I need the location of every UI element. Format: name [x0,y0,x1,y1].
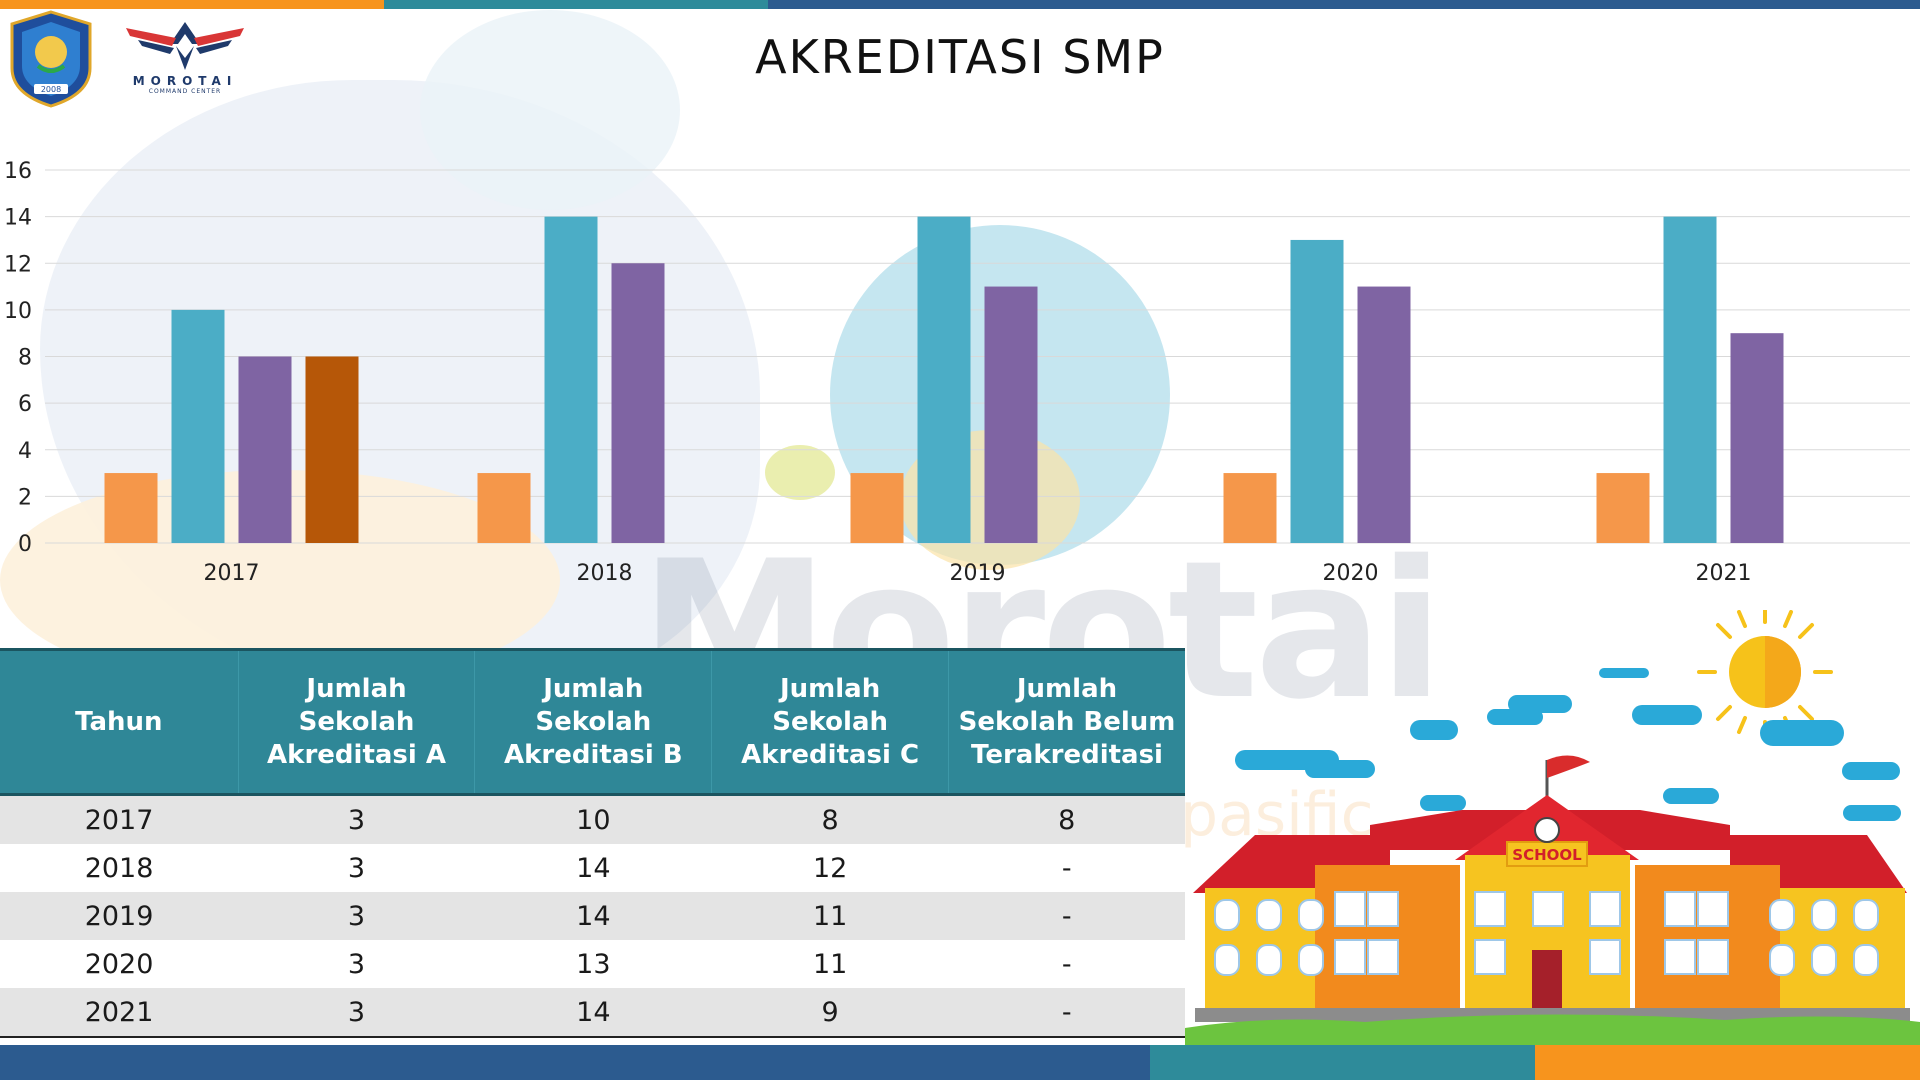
x-tick-label: 2017 [204,561,260,586]
y-tick-label: 0 [18,532,32,557]
door-icon [1532,950,1562,1010]
table-cell: 2021 [0,988,239,1038]
column-header-accreditation-b: Jumlah Sekolah Akreditasi B [474,648,713,796]
school-sign-text: SCHOOL [1512,846,1582,864]
bar [1730,333,1784,543]
bottom-accent-bar [0,1045,1920,1080]
column-header-accreditation-a: Jumlah Sekolah Akreditasi A [238,648,476,796]
bar [850,473,904,543]
brand-subtitle: COMMAND CENTER [148,88,222,95]
table-cell: 3 [238,988,475,1038]
regency-emblem-logo: 2008 [6,10,96,108]
table-cell: 11 [711,940,949,988]
table-row: 2021 3 14 9 - [0,988,1185,1038]
table-cell: 8 [948,794,1185,844]
table-row: 2020 3 13 11 - [0,940,1185,988]
table-cell: - [948,892,1185,940]
bar [104,473,158,543]
bar [611,263,665,543]
table-cell: 12 [711,844,949,892]
top-accent-blue [768,0,1920,9]
table-cell: 8 [711,794,949,844]
school-illustration: SCHOOL [1185,604,1920,1045]
top-accent-orange [0,0,384,9]
table-cell: 14 [474,988,712,1038]
table-cell: 3 [238,844,475,892]
bar [1663,216,1717,543]
command-center-logo: MOROTAI COMMAND CENTER [120,14,250,104]
table-cell: 9 [711,988,949,1038]
clock-icon [1534,817,1560,843]
bar [477,473,531,543]
top-accent-teal [384,0,768,9]
bar [238,356,292,543]
table-cell: 2018 [0,844,239,892]
table-cell: - [948,940,1185,988]
bar [1290,239,1344,543]
brand-name: MOROTAI [132,74,238,88]
y-tick-label: 6 [18,392,32,417]
logo-year-text: 2008 [41,85,61,94]
table-row: 2017 3 10 8 8 [0,794,1185,844]
table-cell: 2019 [0,892,239,940]
table-cell: 11 [711,892,949,940]
top-accent-bar [0,0,1920,9]
x-tick-label: 2019 [950,561,1006,586]
table-cell: 10 [474,794,712,844]
bottom-accent-blue [0,1045,1150,1080]
x-tick-label: 2021 [1696,561,1752,586]
table-cell: 13 [474,940,712,988]
y-tick-label: 16 [4,159,32,184]
table-cell: 14 [474,892,712,940]
y-tick-label: 8 [18,346,32,371]
table-cell: - [948,844,1185,892]
table-cell: 2020 [0,940,239,988]
table-cell: 3 [238,794,475,844]
cloud-icons [1235,668,1901,821]
table-cell: 3 [238,892,475,940]
y-tick-label: 2 [18,485,32,510]
bottom-accent-orange [1535,1045,1920,1080]
page-title: AKREDITASI SMP [755,30,1165,84]
table-cell: 2017 [0,794,239,844]
background-blob-lime [765,445,835,500]
bar [1223,473,1277,543]
x-tick-label: 2020 [1323,561,1379,586]
bar [984,286,1038,543]
table-cell: 3 [238,940,475,988]
window-icons [1214,891,1879,976]
column-header-accreditation-c: Jumlah Sekolah Akreditasi C [711,648,950,796]
table-header-row: Tahun Jumlah Sekolah Akreditasi A Jumlah… [0,648,1185,796]
column-header-unaccredited: Jumlah Sekolah Belum Terakreditasi [948,648,1185,796]
y-tick-label: 12 [4,252,32,277]
bar [305,356,359,543]
accreditation-table: Tahun Jumlah Sekolah Akreditasi A Jumlah… [0,648,1185,1038]
table-row: 2019 3 14 11 - [0,892,1185,940]
y-tick-label: 10 [4,299,32,324]
bar [917,216,971,543]
sun-icon [1697,604,1833,740]
bar [1596,473,1650,543]
table-cell: 14 [474,844,712,892]
column-header-year: Tahun [0,648,239,796]
bar-chart: 0 2 4 6 8 10 12 14 16 2017 2018 2019 2020 2021 [4,159,1910,586]
bottom-accent-teal [1150,1045,1535,1080]
bar [171,309,225,543]
bar [1357,286,1411,543]
y-tick-label: 4 [18,439,32,464]
background-blob-topright [420,10,680,210]
table-row: 2018 3 14 12 - [0,844,1185,892]
x-tick-label: 2018 [577,561,633,586]
y-tick-label: 14 [4,206,32,231]
bar [544,216,598,543]
table-cell: - [948,988,1185,1038]
